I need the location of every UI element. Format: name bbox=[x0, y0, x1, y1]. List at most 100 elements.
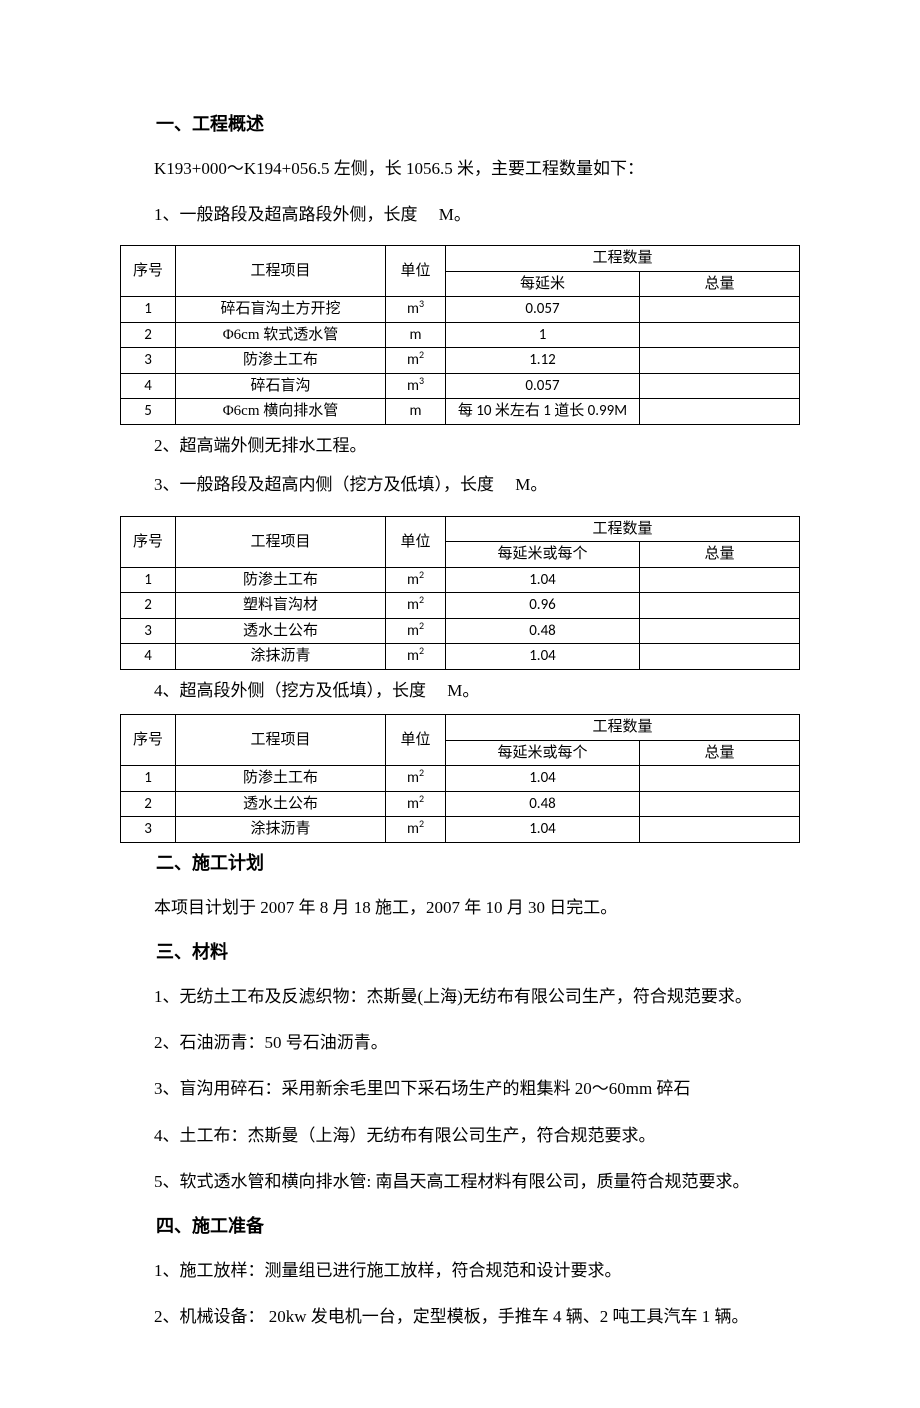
table-row: 2塑料盲沟材m20.96 bbox=[121, 593, 800, 619]
table-row: 4涂抹沥青m21.04 bbox=[121, 644, 800, 670]
table-row: 3防渗土工布m21.12 bbox=[121, 348, 800, 374]
section3-p2: 2、石油沥青：50 号石油沥青。 bbox=[120, 1027, 800, 1059]
document-page: 一、工程概述 K193+000～K194+056.5 左侧，长 1056.5 米… bbox=[0, 0, 920, 1408]
cell-seq: 4 bbox=[121, 373, 176, 399]
section4-p2: 2、机械设备： 20kw 发电机一台，定型模板，手推车 4 辆、2 吨工具汽车 … bbox=[120, 1301, 800, 1333]
th-qty: 工程数量 bbox=[446, 246, 800, 272]
cell-item: 碎石盲沟 bbox=[176, 373, 386, 399]
cell-unit: m2 bbox=[386, 644, 446, 670]
cell-per: 0.48 bbox=[446, 618, 640, 644]
cell-per: 1.04 bbox=[446, 644, 640, 670]
section4-heading: 四、施工准备 bbox=[120, 1212, 800, 1241]
th-unit: 单位 bbox=[386, 246, 446, 297]
cell-total bbox=[639, 593, 799, 619]
table-row: 5Φ6cm 横向排水管m每 10 米左右 1 道长 0.99M bbox=[121, 399, 800, 425]
section3-p4: 4、土工布：杰斯曼（上海）无纺布有限公司生产，符合规范要求。 bbox=[120, 1120, 800, 1152]
cell-per: 1 bbox=[446, 322, 640, 348]
cell-unit: m2 bbox=[386, 567, 446, 593]
cell-seq: 5 bbox=[121, 399, 176, 425]
cell-item: 涂抹沥青 bbox=[176, 644, 386, 670]
section3-heading: 三、材料 bbox=[120, 938, 800, 967]
section3-p1: 1、无纺土工布及反滤织物：杰斯曼(上海)无纺布有限公司生产，符合规范要求。 bbox=[120, 981, 800, 1013]
section1-p5: 4、超高段外侧（挖方及低填），长度 M。 bbox=[120, 676, 800, 707]
table-row: 1防渗土工布m21.04 bbox=[121, 567, 800, 593]
cell-item: Φ6cm 软式透水管 bbox=[176, 322, 386, 348]
cell-seq: 3 bbox=[121, 618, 176, 644]
th-per: 每延米 bbox=[446, 271, 640, 297]
cell-unit: m bbox=[386, 322, 446, 348]
th-total: 总量 bbox=[639, 542, 799, 568]
th-unit: 单位 bbox=[386, 516, 446, 567]
table1-body: 1碎石盲沟土方开挖m30.0572Φ6cm 软式透水管m13防渗土工布m21.1… bbox=[121, 297, 800, 425]
cell-total bbox=[639, 348, 799, 374]
section1-p3: 2、超高端外侧无排水工程。 bbox=[120, 431, 800, 462]
cell-unit: m2 bbox=[386, 766, 446, 792]
th-item: 工程项目 bbox=[176, 715, 386, 766]
cell-per: 1.12 bbox=[446, 348, 640, 374]
table-row: 1碎石盲沟土方开挖m30.057 bbox=[121, 297, 800, 323]
cell-total bbox=[639, 297, 799, 323]
cell-item: 防渗土工布 bbox=[176, 766, 386, 792]
table-row: 序号 工程项目 单位 工程数量 bbox=[121, 246, 800, 272]
table1: 序号 工程项目 单位 工程数量 每延米 总量 1碎石盲沟土方开挖m30.0572… bbox=[120, 245, 800, 425]
th-qty: 工程数量 bbox=[446, 715, 800, 741]
cell-total bbox=[639, 567, 799, 593]
table2-body: 1防渗土工布m21.042塑料盲沟材m20.963透水土公布m20.484涂抹沥… bbox=[121, 567, 800, 669]
table-row: 3涂抹沥青m21.04 bbox=[121, 817, 800, 843]
cell-unit: m bbox=[386, 399, 446, 425]
cell-total bbox=[639, 373, 799, 399]
section1-heading: 一、工程概述 bbox=[120, 110, 800, 139]
table-row: 2透水土公布m20.48 bbox=[121, 791, 800, 817]
cell-total bbox=[639, 766, 799, 792]
table-row: 序号 工程项目 单位 工程数量 bbox=[121, 715, 800, 741]
th-total: 总量 bbox=[639, 740, 799, 766]
cell-item: 塑料盲沟材 bbox=[176, 593, 386, 619]
th-per: 每延米或每个 bbox=[446, 740, 640, 766]
table2: 序号 工程项目 单位 工程数量 每延米或每个 总量 1防渗土工布m21.042塑… bbox=[120, 516, 800, 670]
th-unit: 单位 bbox=[386, 715, 446, 766]
cell-unit: m2 bbox=[386, 593, 446, 619]
cell-per: 1.04 bbox=[446, 766, 640, 792]
cell-seq: 3 bbox=[121, 348, 176, 374]
th-seq: 序号 bbox=[121, 246, 176, 297]
cell-seq: 2 bbox=[121, 593, 176, 619]
cell-unit: m2 bbox=[386, 618, 446, 644]
cell-unit: m2 bbox=[386, 817, 446, 843]
cell-unit: m2 bbox=[386, 791, 446, 817]
cell-total bbox=[639, 644, 799, 670]
section3-p5: 5、软式透水管和横向排水管: 南昌天高工程材料有限公司，质量符合规范要求。 bbox=[120, 1166, 800, 1198]
section4-p1: 1、施工放样：测量组已进行施工放样，符合规范和设计要求。 bbox=[120, 1255, 800, 1287]
cell-per: 0.057 bbox=[446, 373, 640, 399]
table-row: 序号 工程项目 单位 工程数量 bbox=[121, 516, 800, 542]
section2-heading: 二、施工计划 bbox=[120, 849, 800, 878]
th-qty: 工程数量 bbox=[446, 516, 800, 542]
cell-per: 0.96 bbox=[446, 593, 640, 619]
cell-seq: 3 bbox=[121, 817, 176, 843]
cell-seq: 2 bbox=[121, 791, 176, 817]
cell-item: 透水土公布 bbox=[176, 791, 386, 817]
cell-seq: 1 bbox=[121, 766, 176, 792]
table-row: 3透水土公布m20.48 bbox=[121, 618, 800, 644]
cell-seq: 1 bbox=[121, 297, 176, 323]
section1-p2: 1、一般路段及超高路段外侧，长度 M。 bbox=[120, 199, 800, 231]
cell-item: 防渗土工布 bbox=[176, 567, 386, 593]
cell-total bbox=[639, 399, 799, 425]
th-seq: 序号 bbox=[121, 715, 176, 766]
table-row: 2Φ6cm 软式透水管m1 bbox=[121, 322, 800, 348]
cell-per: 0.48 bbox=[446, 791, 640, 817]
cell-item: 碎石盲沟土方开挖 bbox=[176, 297, 386, 323]
cell-item: 防渗土工布 bbox=[176, 348, 386, 374]
cell-total bbox=[639, 791, 799, 817]
cell-seq: 4 bbox=[121, 644, 176, 670]
section3-p3: 3、盲沟用碎石：采用新余毛里凹下采石场生产的粗集料 20～60mm 碎石 bbox=[120, 1073, 800, 1105]
th-item: 工程项目 bbox=[176, 516, 386, 567]
table3: 序号 工程项目 单位 工程数量 每延米或每个 总量 1防渗土工布m21.042透… bbox=[120, 714, 800, 843]
th-per: 每延米或每个 bbox=[446, 542, 640, 568]
table3-body: 1防渗土工布m21.042透水土公布m20.483涂抹沥青m21.04 bbox=[121, 766, 800, 843]
cell-unit: m2 bbox=[386, 348, 446, 374]
section2-p1: 本项目计划于 2007 年 8 月 18 施工，2007 年 10 月 30 日… bbox=[120, 892, 800, 924]
cell-per: 1.04 bbox=[446, 567, 640, 593]
cell-total bbox=[639, 817, 799, 843]
cell-per: 每 10 米左右 1 道长 0.99M bbox=[446, 399, 640, 425]
th-item: 工程项目 bbox=[176, 246, 386, 297]
